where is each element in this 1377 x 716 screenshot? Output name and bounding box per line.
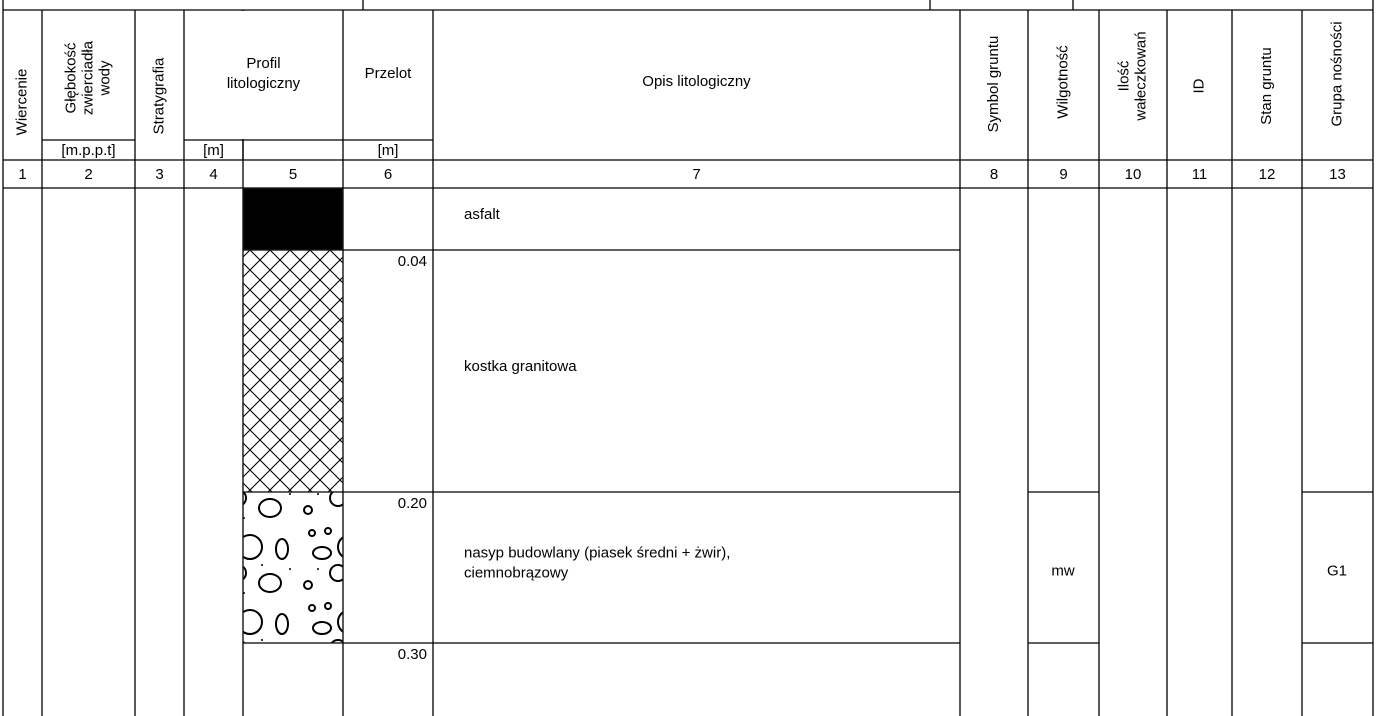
column-title: Opis litologiczny: [642, 73, 751, 90]
column-title: ID: [1190, 78, 1207, 93]
description: kostka granitowa: [464, 358, 577, 375]
column-unit: [m]: [203, 142, 224, 159]
column-number: 8: [990, 166, 998, 183]
column-number: 4: [209, 166, 217, 183]
column-number: 9: [1059, 166, 1067, 183]
column-title: zwierciadła: [79, 40, 96, 115]
depth: 0.30: [398, 646, 427, 663]
column-number: 12: [1259, 166, 1276, 183]
column-title: wody: [96, 60, 113, 97]
column-number: 13: [1329, 166, 1346, 183]
column-title: Symbol gruntu: [985, 36, 1002, 133]
lithology-pattern: [243, 188, 343, 250]
column-title: Przelot: [365, 65, 413, 82]
column-title: Wilgotność: [1054, 45, 1071, 119]
column-title: Profil: [246, 55, 280, 72]
column-number: 2: [84, 166, 92, 183]
lithology-pattern: [243, 250, 343, 492]
column-title: Stan gruntu: [1258, 47, 1275, 125]
moisture: mw: [1051, 562, 1074, 579]
column-number: 5: [289, 166, 297, 183]
column-unit: [m]: [378, 142, 399, 159]
column-title: Ilość: [1115, 60, 1132, 91]
column-title: Stratygrafia: [150, 57, 167, 134]
column-title: Grupa nośności: [1328, 21, 1345, 126]
column-number: 7: [692, 166, 700, 183]
column-number: 3: [155, 166, 163, 183]
column-unit: [m.p.p.t]: [61, 142, 115, 159]
bearing-group: G1: [1327, 562, 1347, 579]
column-title: Głębokość: [62, 42, 79, 113]
description: nasyp budowlany (piasek średni + żwir),: [464, 544, 730, 561]
column-title: wałeczkowań: [1132, 31, 1149, 121]
column-number: 10: [1125, 166, 1142, 183]
depth: 0.04: [398, 253, 427, 270]
lithology-pattern: [243, 492, 343, 643]
description: ciemnobrązowy: [464, 564, 569, 581]
column-number: 6: [384, 166, 392, 183]
column-number: 11: [1192, 166, 1208, 183]
column-number: 1: [18, 166, 26, 183]
column-title: litologiczny: [227, 75, 301, 92]
depth: 0.20: [398, 495, 427, 512]
description: asfalt: [464, 206, 501, 223]
column-title: Wiercenie: [13, 69, 30, 136]
